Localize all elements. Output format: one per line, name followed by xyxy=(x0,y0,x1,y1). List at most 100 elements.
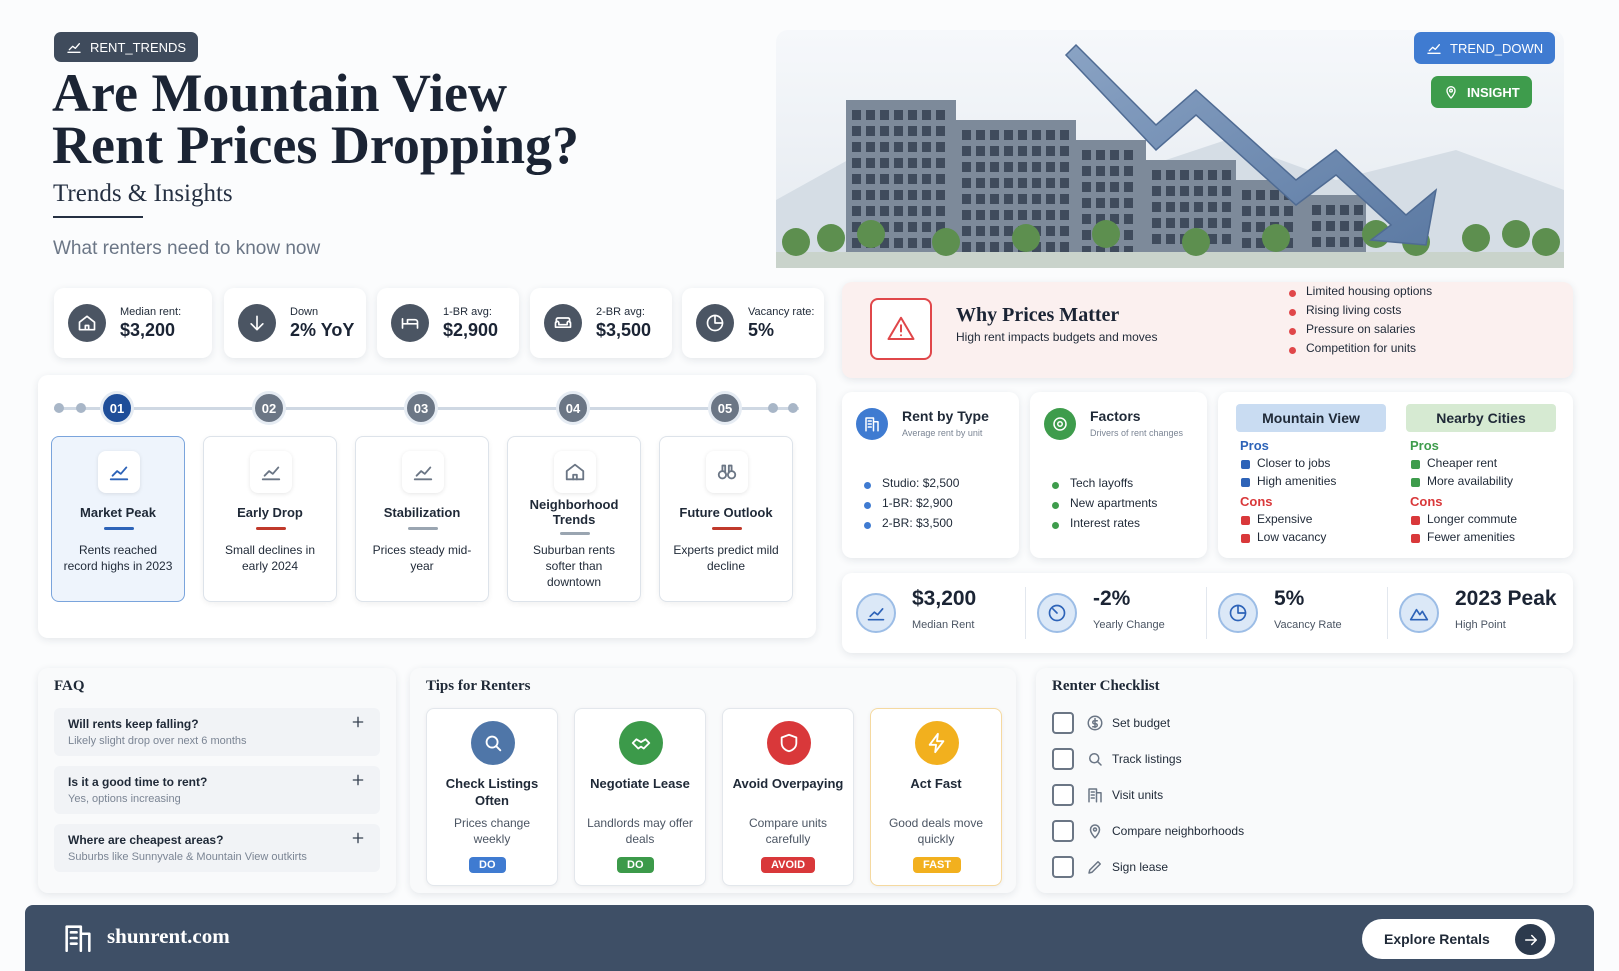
icon-part xyxy=(401,318,419,329)
tip-card: Check Listings Often Prices change weekly… xyxy=(426,708,558,886)
window xyxy=(880,110,889,120)
window xyxy=(1096,198,1105,208)
window xyxy=(1124,150,1133,160)
checkbox[interactable] xyxy=(1052,712,1074,734)
window xyxy=(936,126,945,136)
faq-question: Will rents keep falling? xyxy=(68,717,199,731)
kpi-value: 2023 Peak xyxy=(1455,587,1557,610)
window xyxy=(1256,190,1265,200)
trend-badge: TREND_DOWN xyxy=(1414,32,1556,64)
icon-part xyxy=(352,716,364,728)
window xyxy=(1222,186,1231,196)
window xyxy=(1110,150,1119,160)
window xyxy=(908,126,917,136)
tree xyxy=(1262,224,1290,252)
window xyxy=(866,206,875,216)
icon-part xyxy=(352,832,364,844)
window xyxy=(1166,202,1175,212)
window xyxy=(1124,230,1133,240)
tip-tag: DO xyxy=(469,857,506,873)
step-circle: 04 xyxy=(556,391,590,425)
window xyxy=(1046,162,1055,172)
window xyxy=(852,110,861,120)
window xyxy=(1060,146,1069,156)
window xyxy=(976,130,985,140)
timeline-card: Early Drop Small declines in early 2024 xyxy=(203,436,337,602)
tagline: What renters need to know now xyxy=(53,238,321,259)
window xyxy=(1018,210,1027,220)
kpi-row: $3,200 Median Rent -2% Yearly Change 5% Vacan… xyxy=(842,573,1573,653)
card-item: Studio: $2,500 xyxy=(882,476,960,490)
checkbox[interactable] xyxy=(1052,748,1074,770)
window xyxy=(976,194,985,204)
window xyxy=(1032,210,1041,220)
window xyxy=(922,126,931,136)
con-icon xyxy=(1241,516,1250,525)
icon-part xyxy=(928,732,945,754)
faq-expand[interactable] xyxy=(350,714,370,734)
window xyxy=(1270,206,1279,216)
title-line: Rent Prices Dropping? xyxy=(52,115,579,175)
window xyxy=(1152,202,1161,212)
window xyxy=(1082,214,1091,224)
checklist-icon xyxy=(1086,786,1104,809)
window xyxy=(908,174,917,184)
checkbox[interactable] xyxy=(1052,784,1074,806)
stat-card: Down 2% YoY xyxy=(224,288,366,358)
icon-part xyxy=(1092,717,1098,729)
window xyxy=(1110,166,1119,176)
window xyxy=(894,158,903,168)
icon xyxy=(706,314,724,332)
window xyxy=(1110,214,1119,224)
stat-icon xyxy=(544,304,582,342)
faq-item: Will rents keep falling? Likely slight dr… xyxy=(54,708,380,756)
card-subtitle: Drivers of rent changes xyxy=(1090,428,1184,438)
stat-value: 5% xyxy=(748,320,775,340)
kpi-divider xyxy=(1206,587,1207,639)
why-bullet: Pressure on salaries xyxy=(1306,322,1416,336)
tip-icon xyxy=(619,721,663,765)
icon-part xyxy=(1446,86,1456,99)
checklist-item: Visit units xyxy=(1112,788,1164,802)
window xyxy=(962,226,971,236)
window xyxy=(990,194,999,204)
explore-button[interactable]: Explore Rentals xyxy=(1362,919,1555,959)
checklist-icon xyxy=(1086,714,1104,737)
explore-arrow xyxy=(1515,924,1546,955)
pro-item: High amenities xyxy=(1257,474,1337,488)
icon xyxy=(250,315,264,331)
faq-expand[interactable] xyxy=(350,830,370,850)
window xyxy=(1194,202,1203,212)
window xyxy=(990,178,999,188)
icon xyxy=(1229,604,1247,622)
window xyxy=(1242,238,1251,248)
window xyxy=(990,242,999,252)
icon xyxy=(867,608,885,621)
checkbox[interactable] xyxy=(1052,820,1074,842)
card-icon xyxy=(856,408,888,440)
window xyxy=(1004,226,1013,236)
faq-item: Where are cheapest areas? Suburbs like Su… xyxy=(54,824,380,872)
icon-part xyxy=(572,473,578,481)
window xyxy=(880,158,889,168)
rent-type-card: Rent by Type Average rent by unit Studio: … xyxy=(842,392,1019,558)
window xyxy=(990,210,999,220)
tree xyxy=(782,228,810,256)
tip-card: Avoid Overpaying Compare units carefully A… xyxy=(722,708,854,886)
window xyxy=(976,242,985,252)
icon xyxy=(1427,44,1441,54)
window xyxy=(880,142,889,152)
stat-value: $3,200 xyxy=(120,320,176,340)
window xyxy=(894,174,903,184)
faq-expand[interactable] xyxy=(350,772,370,792)
icon-part xyxy=(413,466,433,481)
tip-title: Check Listings Often xyxy=(445,776,539,808)
timeline-dot xyxy=(76,403,86,413)
window xyxy=(1004,210,1013,220)
window xyxy=(894,126,903,136)
tips-panel: Tips for Renters Check Listings Often Pric… xyxy=(410,668,1016,893)
window xyxy=(1124,166,1133,176)
window xyxy=(1166,234,1175,244)
window xyxy=(880,222,889,232)
checkbox[interactable] xyxy=(1052,856,1074,878)
